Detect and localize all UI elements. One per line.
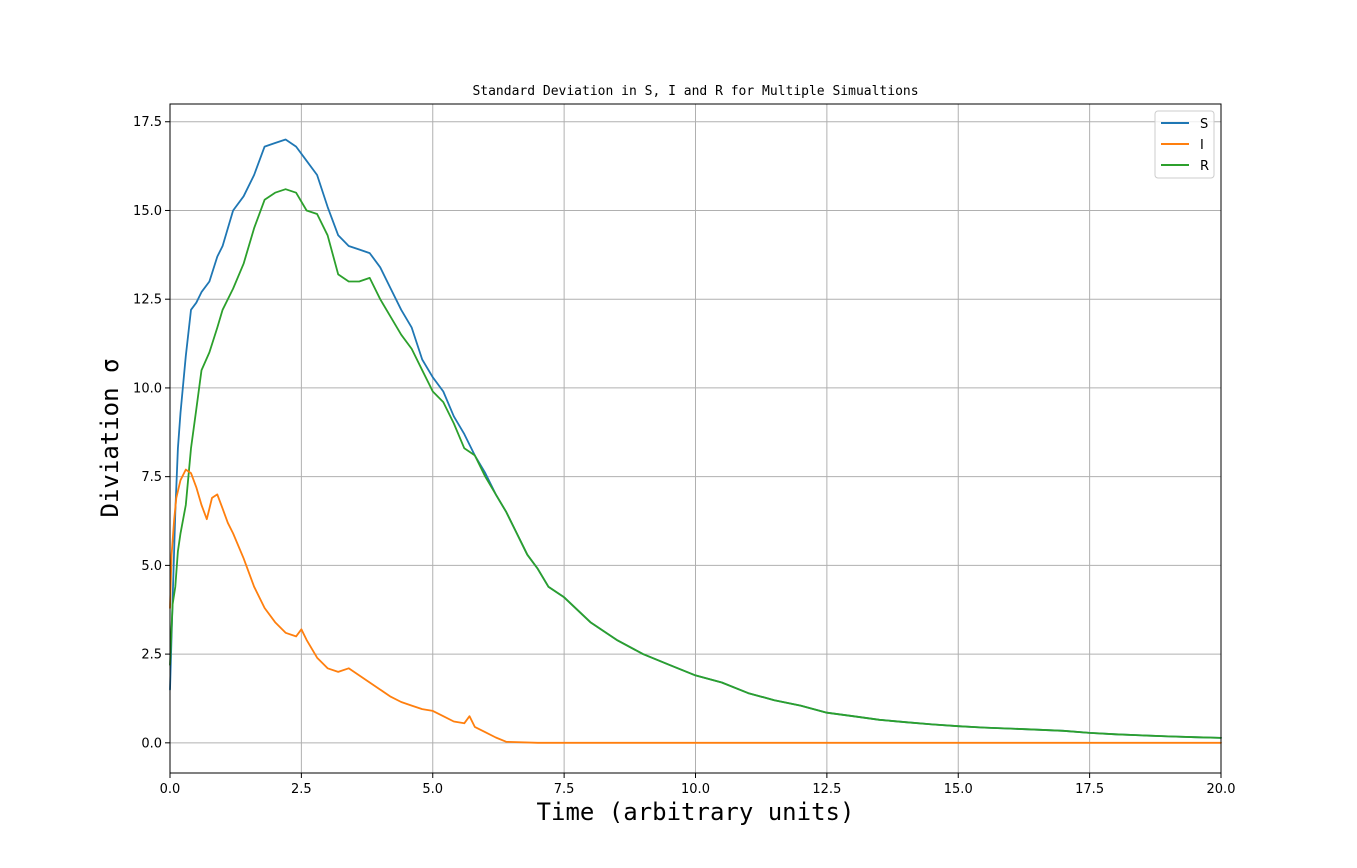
legend: SIR <box>1154 110 1215 179</box>
x-tick-label: 15.0 <box>944 782 973 797</box>
x-tick-label: 0.0 <box>160 782 181 797</box>
x-tick-label: 20.0 <box>1207 782 1236 797</box>
x-axis-ticks: 0.0 2.5 5.0 7.5 10.0 12.5 15.0 17.5 20.0 <box>160 773 1236 797</box>
x-tick-label: 17.5 <box>1075 782 1104 797</box>
y-tick-label: 17.5 <box>133 115 162 130</box>
series-line-r <box>169 188 1222 739</box>
y-tick-label: 0.0 <box>141 736 162 751</box>
legend-label-i: I <box>1200 138 1204 153</box>
x-tick-label: 5.0 <box>422 782 443 797</box>
x-tick-label: 10.0 <box>681 782 710 797</box>
x-tick-label: 12.5 <box>812 782 841 797</box>
y-axis-ticks: 0.0 2.5 5.0 7.5 10.0 12.5 15.0 17.5 <box>133 115 170 751</box>
grid-lines <box>169 104 1222 773</box>
y-tick-label: 10.0 <box>133 381 162 396</box>
legend-label-r: R <box>1200 159 1209 174</box>
chart-title: Standard Deviation in S, I and R for Mul… <box>472 84 918 99</box>
y-tick-label: 2.5 <box>141 648 162 663</box>
y-tick-label: 15.0 <box>133 204 162 219</box>
x-tick-label: 7.5 <box>554 782 575 797</box>
y-tick-label: 12.5 <box>133 293 162 308</box>
y-tick-label: 5.0 <box>141 559 162 574</box>
x-tick-label: 2.5 <box>291 782 312 797</box>
x-axis-label: Time (arbitrary units) <box>537 798 855 826</box>
y-tick-label: 7.5 <box>141 470 162 485</box>
plot-lines <box>169 138 1222 744</box>
legend-label-s: S <box>1200 117 1208 132</box>
series-line-i <box>169 468 1222 744</box>
y-axis-label: Diviation σ <box>96 359 124 518</box>
